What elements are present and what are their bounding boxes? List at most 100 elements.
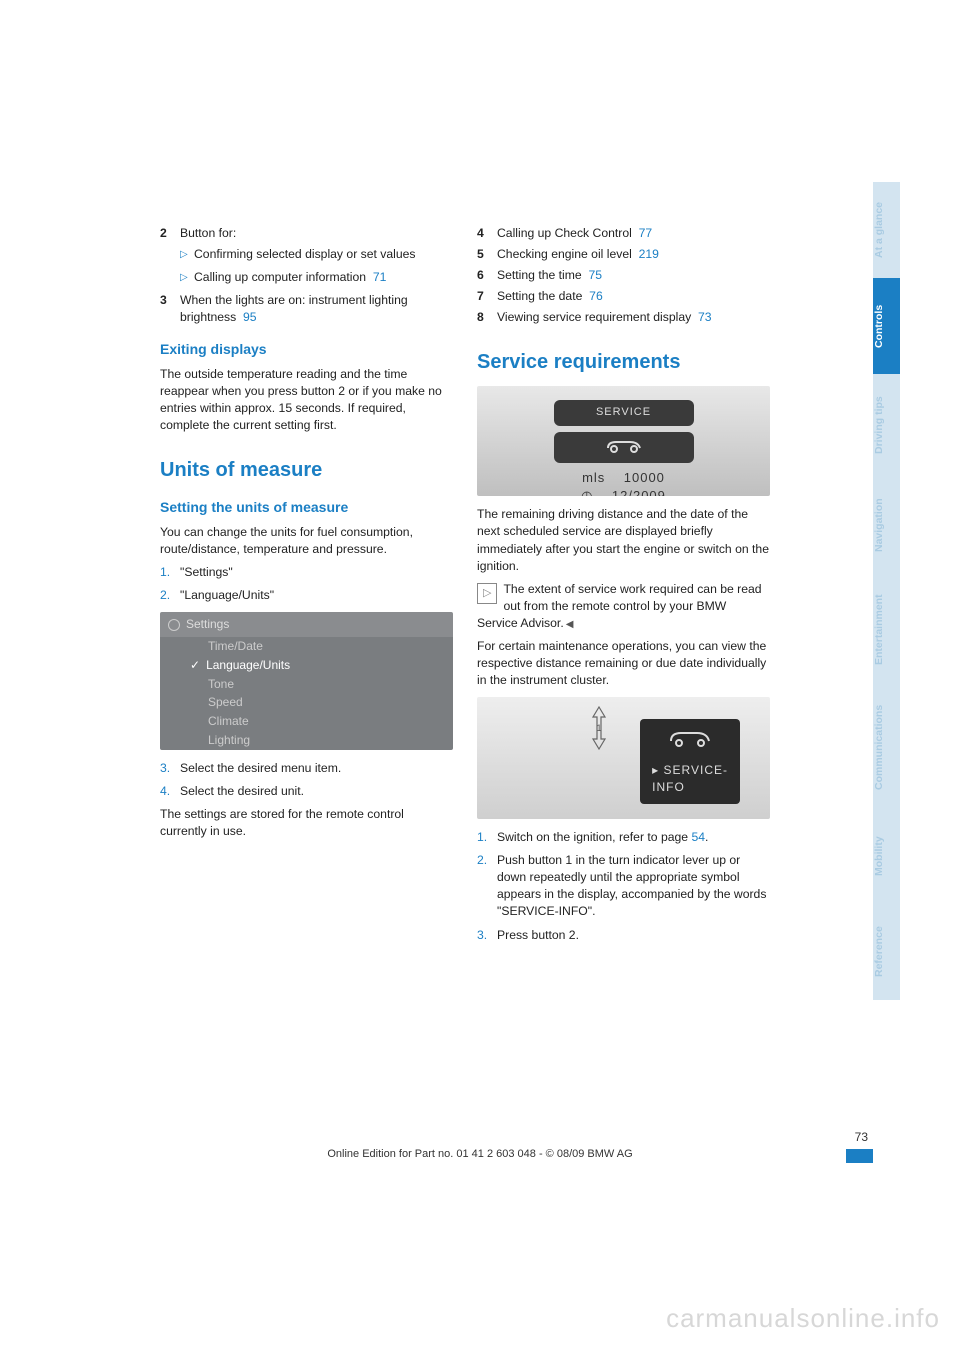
side-tab[interactable]: Entertainment [873,574,900,686]
step-number: 3. [160,760,180,777]
side-tab[interactable]: Navigation [873,476,900,574]
menu-item: Time/Date [160,637,453,656]
figure-title: Settings [186,616,229,633]
step: 2. "Language/Units" [160,587,453,604]
item-text: Checking engine oil level 219 [497,246,770,263]
list-item: 7 Setting the date 76 [477,288,770,305]
figure-header: Settings [160,612,453,637]
svg-text:1: 1 [596,723,601,733]
item-text: Setting the date 76 [497,288,770,305]
page-link[interactable]: 95 [243,310,257,324]
step-number: 1. [477,829,497,846]
arrow-indicator: 1 [587,705,611,756]
page-link[interactable]: 75 [588,268,602,282]
item-text-span: Viewing service requirement display [497,310,691,324]
paragraph: The settings are stored for the remote c… [160,806,453,840]
ordered-steps-1: 1. "Settings" 2. "Language/Units" [160,564,453,604]
car-icon [652,727,728,758]
item-text-span: Calling up Check Control [497,226,632,240]
page-link[interactable]: 76 [589,289,603,303]
side-tab[interactable]: Reference [873,904,900,1000]
clock-icon: ◷ [581,488,593,496]
side-tab[interactable]: Mobility [873,808,900,904]
step-number: 1. [160,564,180,581]
service-info-text: SERVICE- INFO [652,763,728,794]
heading-service-requirements: Service requirements [477,348,770,376]
side-tab[interactable]: Controls [873,278,900,374]
item-text: Button for: [180,225,453,242]
step: 4. Select the desired unit. [160,783,453,800]
step-text: "Settings" [180,564,453,581]
item-text: Calling up Check Control 77 [497,225,770,242]
page-link[interactable]: 71 [373,270,387,284]
paragraph: You can change the units for fuel consum… [160,524,453,558]
left-column: 2 Button for: ▷ Confirming selected disp… [160,225,453,950]
item-text-span: When the lights are on: instrument light… [180,293,408,324]
mls-value: 10000 [624,470,665,485]
item-number: 8 [477,309,497,326]
item-text: When the lights are on: instrument light… [180,292,453,326]
item-text-span: Setting the time [497,268,582,282]
sublist: ▷ Confirming selected display or set val… [160,246,453,286]
sub-text: Confirming selected display or set value… [194,246,453,263]
page-link[interactable]: 73 [698,310,712,324]
list-item: 4 Calling up Check Control 77 [477,225,770,242]
menu-item-active: Language/Units [160,656,453,675]
sub-item: ▷ Confirming selected display or set val… [180,246,453,263]
item-text: Viewing service requirement display 73 [497,309,770,326]
paragraph: For certain maintenance operations, you … [477,638,770,689]
figure-settings-menu: Settings Time/Date Language/Units Tone S… [160,612,453,750]
step-text: "Language/Units" [180,587,453,604]
list-item: 3 When the lights are on: instrument lig… [160,292,453,326]
step-text-span: Switch on the ignition, refer to page [497,830,691,844]
page-link[interactable]: 54 [691,830,705,844]
page-link[interactable]: 77 [639,226,653,240]
figure-service-display: SERVICE mls 10000 ◷ 12/2009 [477,386,770,496]
date-value: 12/2009 [612,488,666,496]
gear-icon [168,619,180,631]
step: 2. Push button 1 in the turn indicator l… [477,852,770,920]
item-number: 2 [160,225,180,242]
side-tab[interactable]: Communications [873,686,900,808]
step-number: 2. [160,587,180,604]
page-link[interactable]: 219 [639,247,659,261]
page: 2 Button for: ▷ Confirming selected disp… [0,0,960,1358]
service-values: mls 10000 ◷ 12/2009 [477,469,770,497]
step-text-after: . [705,830,708,844]
footer-text: Online Edition for Part no. 01 41 2 603 … [0,1148,960,1160]
numbered-list-right: 4 Calling up Check Control 77 5 Checking… [477,225,770,326]
step-number: 3. [477,927,497,944]
side-tab[interactable]: Driving tips [873,374,900,476]
step: 1. "Settings" [160,564,453,581]
list-item: 5 Checking engine oil level 219 [477,246,770,263]
sub-item: ▷ Calling up computer information 71 [180,269,453,286]
side-tabs: At a glanceControlsDriving tipsNavigatio… [873,182,900,1000]
content-area: 2 Button for: ▷ Confirming selected disp… [160,225,770,950]
step-text: Press button 2. [497,927,770,944]
list-item: 6 Setting the time 75 [477,267,770,284]
service-info-box: ▸ SERVICE- INFO [640,719,740,803]
item-text-span: Checking engine oil level [497,247,632,261]
car-icon [554,432,694,463]
list-item: 8 Viewing service requirement display 73 [477,309,770,326]
item-number: 6 [477,267,497,284]
triangle-icon: ▷ [180,246,194,263]
side-tab[interactable]: At a glance [873,182,900,278]
menu-item: Climate [160,712,453,731]
service-badge: SERVICE [554,400,694,425]
note-paragraph: ▷ The extent of service work required ca… [477,581,770,632]
item-text: Setting the time 75 [497,267,770,284]
item-number: 5 [477,246,497,263]
note-text: The extent of service work required can … [477,582,762,630]
numbered-list-left: 2 Button for: ▷ Confirming selected disp… [160,225,453,326]
step: 3. Select the desired menu item. [160,760,453,777]
sub-text: Calling up computer information 71 [194,269,453,286]
menu-item: Speed [160,693,453,712]
paragraph: The outside temperature reading and the … [160,366,453,434]
figure-service-info: 1 ▸ SERVICE- INFO [477,697,770,819]
step: 1. Switch on the ignition, refer to page… [477,829,770,846]
right-column: 4 Calling up Check Control 77 5 Checking… [477,225,770,950]
menu-item: Tone [160,675,453,694]
ordered-steps-2: 3. Select the desired menu item. 4. Sele… [160,760,453,800]
step-text: Select the desired menu item. [180,760,453,777]
